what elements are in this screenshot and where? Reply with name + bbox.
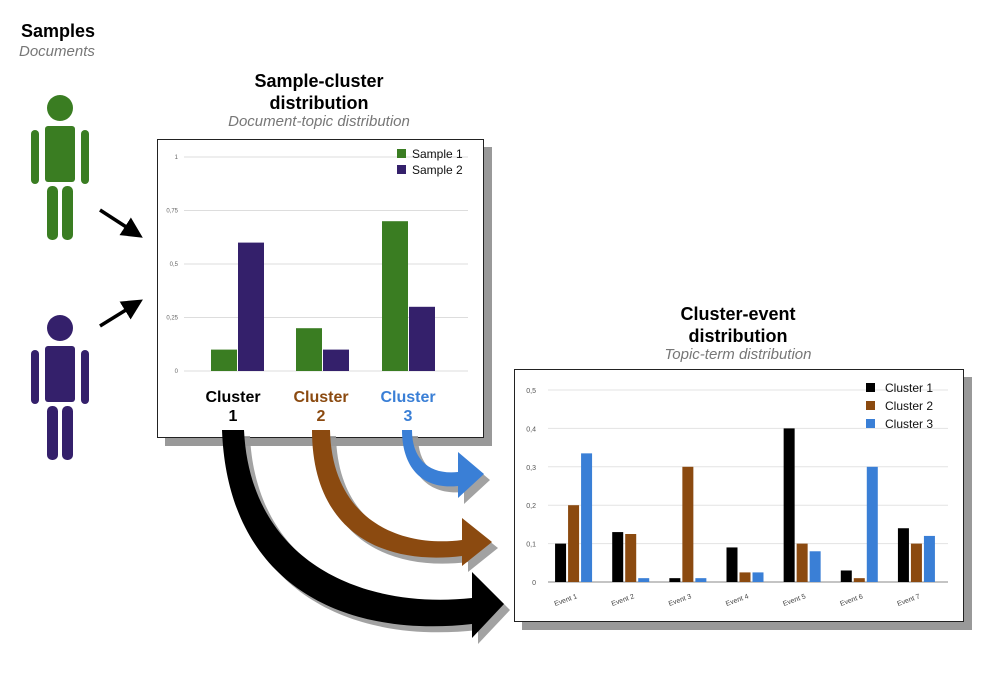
legend-swatch	[866, 383, 875, 392]
arrow-cluster-2	[312, 430, 492, 566]
cluster-event-subtitle: Topic-term distribution	[664, 346, 812, 363]
bar-cluster-3	[581, 453, 593, 582]
bar-cluster-3	[809, 551, 821, 582]
sample-1-person-icon	[31, 95, 89, 240]
bar-cluster-2	[910, 543, 922, 582]
bar-cluster-2	[625, 534, 637, 582]
legend-swatch	[866, 419, 875, 428]
cluster-event-chart: 0 0,1 0,2 0,3 0,4 0,5 Event 1 Event 2 Event 3 Eve…	[526, 381, 948, 608]
y-tick-label: 0,4	[526, 426, 536, 433]
x-tick-label: Event 2	[611, 593, 636, 608]
y-tick-label: 0,1	[526, 542, 536, 549]
legend-label: Sample 1	[412, 147, 463, 161]
bar-sample-2	[409, 306, 435, 371]
bar-cluster-1	[840, 570, 852, 582]
samples-subtitle: Documents	[19, 43, 95, 60]
x-tick-label: Event 4	[725, 593, 750, 608]
bar-cluster-3	[638, 578, 650, 582]
bar-sample-1	[211, 349, 237, 371]
x-tick-label: Event 1	[554, 593, 579, 608]
samples-title: Samples	[21, 21, 96, 41]
sample-2-person-icon	[31, 315, 89, 460]
bar-cluster-1	[555, 543, 567, 582]
x-tick-label: Event 6	[839, 593, 864, 608]
bar-cluster-2	[739, 572, 751, 582]
cluster-label-1: Cluster 1	[205, 389, 261, 425]
cluster-label-3: Cluster 3	[380, 389, 436, 425]
y-tick-label: 0,25	[166, 316, 178, 322]
bar-cluster-2	[853, 578, 865, 582]
bar-cluster-3	[695, 578, 707, 582]
sample-cluster-subtitle: Document-topic distribution	[228, 113, 410, 130]
y-tick-label: 0,5	[526, 388, 536, 395]
legend-label: Cluster 2	[885, 399, 933, 413]
bar-cluster-2	[682, 466, 694, 582]
legend-swatch	[397, 165, 406, 174]
legend-swatch	[866, 401, 875, 410]
y-tick-label: 0,75	[166, 209, 178, 215]
bar-cluster-2	[796, 543, 808, 582]
cluster-event-chart-panel: 0 0,1 0,2 0,3 0,4 0,5 Event 1 Event 2 Event 3 Eve…	[514, 369, 964, 622]
x-tick-label: Event 7	[896, 593, 921, 608]
y-tick-label: 0,3	[526, 465, 536, 472]
bar-sample-2	[323, 349, 349, 371]
bar-cluster-1	[669, 578, 681, 582]
cluster-event-title: Cluster-event distribution	[680, 304, 796, 346]
y-tick-label: 0	[175, 369, 179, 375]
bar-cluster-3	[752, 572, 764, 582]
y-tick-label: 1	[175, 155, 179, 161]
cluster-label-2: Cluster 2	[293, 389, 349, 425]
arrow-cluster-1	[222, 430, 504, 638]
x-tick-label: Event 5	[782, 593, 807, 608]
legend-swatch	[397, 149, 406, 158]
legend-label: Sample 2	[412, 163, 463, 177]
legend-label: Cluster 3	[885, 417, 933, 431]
bar-cluster-1	[783, 428, 795, 582]
y-tick-label: 0,2	[526, 503, 536, 510]
legend-label: Cluster 1	[885, 381, 933, 395]
bar-sample-1	[296, 328, 322, 371]
bar-cluster-2	[568, 505, 580, 582]
bar-sample-2	[238, 242, 264, 371]
x-tick-label: Event 3	[668, 593, 693, 608]
arrow-sample2	[99, 299, 143, 328]
y-tick-label: 0	[532, 580, 536, 587]
bar-cluster-1	[612, 532, 624, 582]
sample-cluster-title: Sample-cluster distribution	[254, 71, 384, 113]
bar-sample-1	[382, 221, 408, 371]
bar-cluster-3	[866, 466, 878, 582]
arrow-cluster-3	[402, 430, 484, 498]
sample-cluster-chart: 0 0,25 0,5 0,75 1 Sample 1 Sample 2	[166, 147, 468, 375]
bar-cluster-1	[897, 528, 909, 582]
sample-cluster-chart-panel: 0 0,25 0,5 0,75 1 Sample 1 Sample 2	[157, 139, 484, 438]
bar-cluster-1	[726, 547, 738, 582]
y-tick-label: 0,5	[170, 262, 179, 268]
arrow-sample1	[99, 208, 143, 238]
bar-cluster-3	[923, 535, 935, 582]
